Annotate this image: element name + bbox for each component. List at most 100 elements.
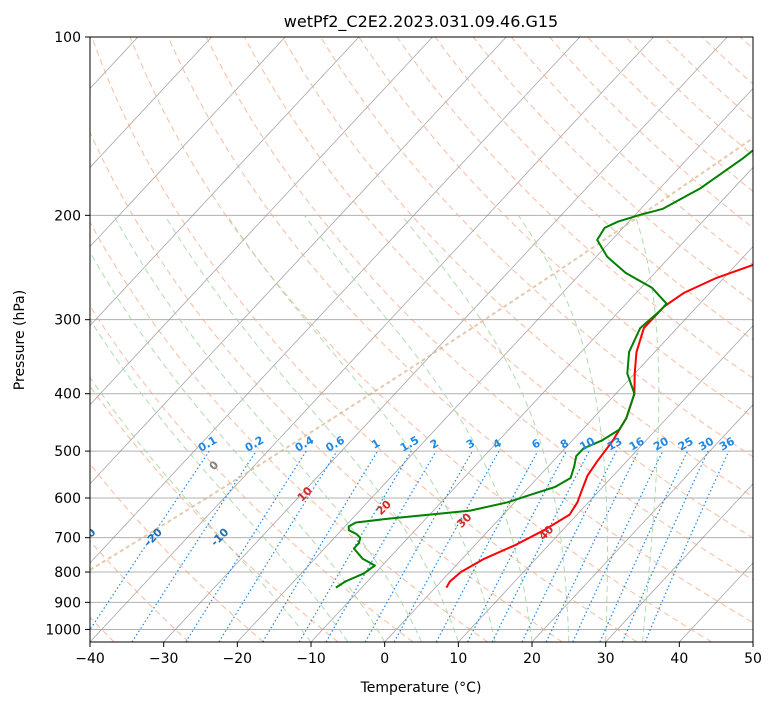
- y-tick-label: 500: [54, 444, 81, 460]
- isotherm-line: [605, 483, 753, 642]
- mixing-ratio-line: [325, 450, 437, 642]
- dry-adiabat-line: [244, 37, 753, 539]
- x-tick-label: 20: [523, 651, 541, 667]
- mixing-ratio-label: 3: [464, 437, 477, 452]
- mixing-ratio-label: 4: [491, 436, 504, 451]
- isotherm-line: [90, 37, 507, 485]
- mixing-ratio-line: [545, 450, 640, 642]
- moist-adiabat-line: [517, 215, 608, 642]
- mixing-ratio-line: [435, 450, 539, 642]
- reference-curve: [90, 136, 753, 572]
- dry-adiabat-label: 20: [374, 497, 394, 517]
- dry-adiabat-line: [90, 305, 414, 642]
- mixing-ratio-line: [491, 450, 590, 642]
- y-tick-label: 600: [54, 491, 81, 507]
- moist-adiabat-line: [90, 250, 386, 642]
- x-tick-label: 50: [744, 651, 762, 667]
- moist-adiabat-line: [634, 215, 660, 642]
- mixing-ratio-line: [599, 450, 689, 642]
- dry-adiabat-line: [282, 37, 753, 498]
- isotherm-line: [90, 37, 360, 327]
- x-tick-label: 30: [597, 651, 615, 667]
- dry-adiabat-line: [739, 37, 753, 50]
- isotherm-line: [458, 325, 753, 642]
- isotherm-line: [310, 166, 753, 642]
- dry-adiabat-line: [90, 540, 190, 642]
- dry-adiabat-line: [320, 37, 753, 458]
- mixing-ratio-label: 2: [428, 437, 441, 452]
- y-tick-label: 900: [54, 595, 81, 611]
- y-tick-label: 100: [54, 30, 81, 46]
- isotherm-line: [163, 37, 728, 642]
- dry-adiabat-line: [625, 37, 753, 156]
- mixing-ratio-line: [621, 450, 709, 642]
- isotherm-line: [679, 562, 753, 642]
- dry-adiabat-line: [549, 37, 753, 229]
- x-tick-label: −20: [223, 651, 253, 667]
- dry-adiabat-line: [358, 37, 753, 418]
- plot-frame: [89, 36, 754, 643]
- dry-adiabat-line: [663, 37, 753, 121]
- isotherm-line: [90, 37, 286, 248]
- dry-adiabat-line: [129, 37, 712, 642]
- mixing-ratio-line: [298, 450, 412, 642]
- y-tick-label: 800: [54, 565, 81, 581]
- dry-adiabat-line: [205, 37, 753, 581]
- moist-adiabat-line: [90, 318, 349, 642]
- mixing-ratio-line: [644, 450, 730, 642]
- isotherm-line: [90, 37, 212, 169]
- mixing-ratio-line: [521, 450, 617, 642]
- moist-adiabat-line: [303, 215, 533, 642]
- moist-adiabat-line: [113, 215, 422, 642]
- x-tick-label: −30: [149, 651, 179, 667]
- dry-adiabat-line: [587, 37, 753, 192]
- dry-adiabat-line: [90, 385, 339, 642]
- mixing-ratio-line: [572, 450, 664, 642]
- x-axis-label: Temperature (°C): [360, 680, 482, 696]
- x-axis: −40 −30 −20 −10 0 10 20 30 40 50: [75, 642, 762, 667]
- x-tick-label: 40: [670, 651, 688, 667]
- moist-adiabat-line: [164, 215, 459, 642]
- y-tick-label: 300: [54, 313, 81, 329]
- mixing-ratio-line: [393, 450, 500, 642]
- isotherm-line: [0, 37, 64, 642]
- moist-adiabat-line: [90, 376, 312, 642]
- y-axis: 100 200 300 400 500 600 700 800 900 1000: [45, 30, 90, 638]
- dry-adiabat-line: [91, 37, 638, 642]
- y-tick-label: 200: [54, 208, 81, 224]
- dry-adiabat-line: [167, 37, 753, 624]
- dry-adiabat-label: -40: [9, 525, 32, 548]
- moist-adiabat-line: [401, 214, 570, 642]
- isotherm-line: [237, 87, 753, 642]
- moist-adiabat-line: [226, 215, 496, 642]
- dry-adiabat-line: [90, 221, 488, 642]
- dry-adiabat-label: 30: [454, 510, 474, 530]
- isotherm-line: [752, 641, 753, 642]
- mixing-ratio-line: [262, 450, 379, 642]
- x-tick-label: 10: [449, 651, 467, 667]
- profile-line: [445, 263, 753, 589]
- y-tick-label: 700: [54, 531, 81, 547]
- isotherm-line: [384, 245, 753, 642]
- dry-adiabat-line: [472, 37, 753, 303]
- dry-adiabat-line: [701, 37, 753, 85]
- y-tick-label: 400: [54, 387, 81, 403]
- isotherm-line: [531, 404, 753, 642]
- isotherm-line: [90, 37, 433, 406]
- profile-line: [335, 149, 753, 589]
- mixing-ratio-line: [185, 450, 307, 642]
- y-tick-label: 1000: [45, 622, 81, 638]
- chart-title: wetPf2_C2E2.2023.031.09.46.G15: [284, 12, 558, 32]
- isotherm-line: [90, 37, 581, 564]
- isotherm-line: [90, 37, 654, 642]
- mixing-ratio-line: [364, 450, 473, 642]
- dry-adiabat-label: 0: [207, 458, 222, 473]
- dry-adiabat-label: -10: [208, 525, 231, 548]
- dry-adiabat-label: -30: [75, 525, 98, 548]
- x-tick-label: −40: [75, 651, 105, 667]
- x-tick-label: 0: [380, 651, 389, 667]
- y-axis-label: Pressure (hPa): [12, 290, 28, 390]
- mixing-ratio-line: [218, 450, 338, 642]
- x-tick-label: −10: [296, 651, 326, 667]
